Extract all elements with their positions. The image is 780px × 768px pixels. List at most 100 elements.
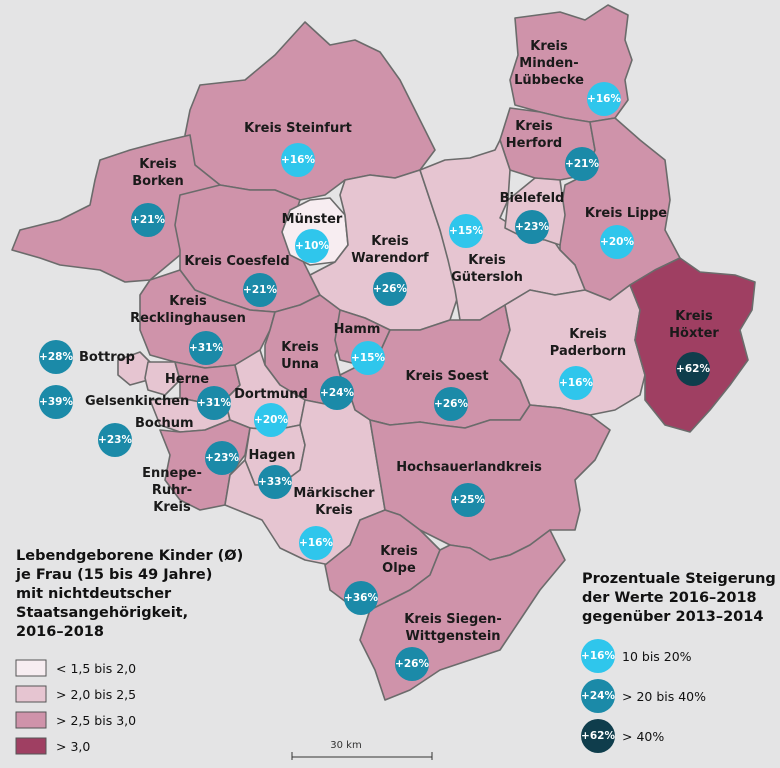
region-label-line: Gelsenkirchen — [85, 394, 189, 409]
region-label-line: Kreis Steinfurt — [244, 121, 352, 136]
region-label-line: Minden- — [519, 56, 578, 71]
legend-percentage-label: > 40% — [622, 729, 664, 744]
legend-fill-title: Lebendgeborene Kinder (Ø) je Frau (15 bis… — [15, 548, 243, 640]
bubble-circle — [320, 376, 354, 410]
bubble-kreis-steinfurt: +16% — [281, 143, 315, 177]
region-label-kreis-höxter: Kreis Höxter — [669, 309, 719, 341]
bubble-value: +15% — [351, 352, 385, 364]
bubble-circle — [131, 203, 165, 237]
bubble-circle — [559, 366, 593, 400]
bubble-gelsenkirchen: +39% — [39, 385, 73, 419]
bubble-hochsauerlandkreis: +25% — [451, 483, 485, 517]
bubble-kreis-unna: +24% — [320, 376, 354, 410]
legend-percentage-bubble — [581, 679, 615, 713]
region-label-line: Kreis — [675, 309, 713, 324]
region-label-line: Ruhr- — [152, 483, 192, 498]
legend-fill-title-line: Staatsangehörigkeit, — [16, 605, 188, 621]
region-label-kreis-siegen-wittgenstein: Kreis Siegen- Wittgenstein — [404, 612, 501, 644]
bubble-kreis-warendorf: +26% — [373, 272, 407, 306]
region-label-line: Paderborn — [550, 344, 626, 359]
region-label-bielefeld: Bielefeld — [500, 191, 565, 206]
bubble-value: +16% — [559, 377, 593, 389]
legend-percentage-bubble-value: +62% — [581, 730, 615, 742]
bubble-kreis-soest: +26% — [434, 387, 468, 421]
bubble-kreis-minden-lübbecke: +16% — [587, 82, 621, 116]
region-label-line: Kreis — [169, 294, 207, 309]
bubble-circle — [254, 403, 288, 437]
bubble-value: +23% — [205, 452, 239, 464]
region-label-line: Bottrop — [79, 350, 135, 365]
region-label-hamm: Hamm — [334, 322, 381, 337]
legend-percentage-title-line: gegenüber 2013–2014 — [582, 609, 763, 625]
bubble-circle — [434, 387, 468, 421]
region-label-hagen: Hagen — [248, 448, 295, 463]
region-label-line: Herford — [506, 136, 562, 151]
bubble-value: +16% — [281, 154, 315, 166]
bubble-circle — [98, 423, 132, 457]
bubble-circle — [258, 465, 292, 499]
region-label-line: Hochsauerlandkreis — [396, 460, 542, 475]
region-label-line: Recklinghausen — [130, 311, 246, 326]
bubble-circle — [299, 526, 333, 560]
legend-percentage-bubble — [581, 639, 615, 673]
region-label-line: Kreis — [569, 327, 607, 342]
region-label-line: Warendorf — [351, 251, 429, 266]
region-label-line: Kreis — [530, 39, 568, 54]
bubble-hagen: +33% — [258, 465, 292, 499]
region-label-line: Gütersloh — [451, 270, 523, 285]
scale-bar-label: 30 km — [330, 740, 361, 751]
region-label-line: Hagen — [248, 448, 295, 463]
bubble-kreis-coesfeld: +21% — [243, 273, 277, 307]
legend-fill-swatch — [15, 685, 47, 703]
bubble-value: +33% — [258, 476, 292, 488]
region-label-gelsenkirchen: Gelsenkirchen — [85, 394, 189, 409]
region-label-line: Borken — [132, 174, 184, 189]
bubble-circle — [373, 272, 407, 306]
bubble-hamm: +15% — [351, 341, 385, 375]
bubble-circle — [515, 210, 549, 244]
region-label-hochsauerlandkreis: Hochsauerlandkreis — [396, 460, 542, 475]
bubble-kreis-lippe: +20% — [600, 225, 634, 259]
bubble-kreis-gütersloh: +15% — [449, 214, 483, 248]
region-label-line: Kreis — [515, 119, 553, 134]
region-paderborn — [499, 284, 646, 416]
legend-percentage-bubble-value: +16% — [581, 650, 615, 662]
bubble-value: +21% — [565, 158, 599, 170]
bubble-value: +23% — [98, 434, 132, 446]
bubble-circle — [344, 581, 378, 615]
bubble-märkischer-kreis: +16% — [299, 526, 333, 560]
legend-fill-items: < 1,5 bis 2,0 > 2,0 bis 2,5 > 2,5 bis 3,0 >… — [15, 659, 136, 755]
bubble-value: +24% — [320, 387, 354, 399]
region-labels: Kreis Minden- Lübbecke Kreis Herford Kreis St… — [79, 39, 719, 644]
region-label-line: Höxter — [669, 326, 719, 341]
bubble-value: +36% — [344, 592, 378, 604]
district-shapes — [11, 4, 756, 701]
region-label-line: Kreis — [380, 544, 418, 559]
bubble-value: +28% — [39, 351, 73, 363]
bubble-circle — [39, 340, 73, 374]
bubble-kreis-borken: +21% — [131, 203, 165, 237]
region-label-line: Wittgenstein — [405, 629, 500, 644]
region-label-line: Herne — [165, 372, 209, 387]
legend-fill-label: > 2,5 bis 3,0 — [56, 713, 136, 728]
bubble-münster: +10% — [295, 229, 329, 263]
bubble-kreis-recklinghausen: +31% — [189, 331, 223, 365]
region-label-line: Märkischer — [293, 486, 375, 501]
bubble-circle — [281, 143, 315, 177]
region-label-line: Bielefeld — [500, 191, 565, 206]
region-label-märkischer-kreis: Märkischer Kreis — [293, 486, 375, 518]
legend-fill-label: < 1,5 bis 2,0 — [56, 661, 136, 676]
region-label-bottrop: Bottrop — [79, 350, 135, 365]
region-label-dortmund: Dortmund — [234, 387, 308, 402]
region-label-line: Münster — [282, 212, 343, 227]
legend-percentage-title-line: der Werte 2016–2018 — [582, 590, 757, 606]
region-label-line: Kreis — [468, 253, 506, 268]
bubble-bochum: +23% — [98, 423, 132, 457]
bubble-kreis-paderborn: +16% — [559, 366, 593, 400]
region-steinfurt — [184, 21, 436, 201]
legend-fill-label: > 2,0 bis 2,5 — [56, 687, 136, 702]
region-label-line: Bochum — [135, 416, 194, 431]
bubble-kreis-höxter: +62% — [676, 352, 710, 386]
legend-fill-title-line: Lebendgeborene Kinder (Ø) — [16, 548, 243, 564]
legend-percentage-items: +16% 10 bis 20% +24% > 20 bis 40% +62% > 40% — [581, 639, 706, 753]
